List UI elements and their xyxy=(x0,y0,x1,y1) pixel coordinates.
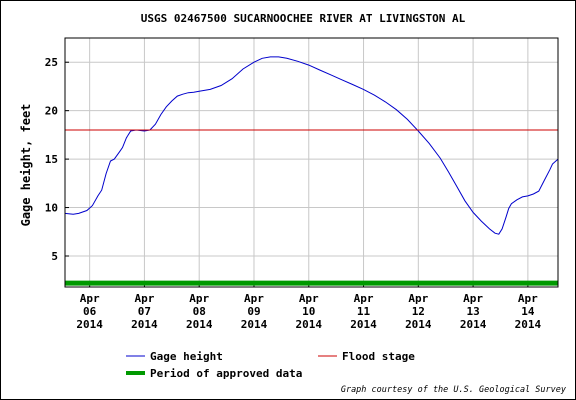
grid-lines xyxy=(65,38,558,287)
x-tick-label: 2014 xyxy=(76,318,103,331)
x-tick-label: Apr xyxy=(80,292,100,305)
x-tick-label: 14 xyxy=(521,305,535,318)
y-tick-label: 25 xyxy=(45,56,58,69)
legend-label-flood-stage: Flood stage xyxy=(342,350,415,363)
y-tick-labels: 5 10 15 20 25 xyxy=(45,56,58,263)
x-tick-label: 10 xyxy=(302,305,315,318)
x-tick-label: 13 xyxy=(466,305,479,318)
y-tick-label: 15 xyxy=(45,153,58,166)
x-tick-label: 2014 xyxy=(241,318,268,331)
x-tick-label: 06 xyxy=(83,305,97,318)
x-tick-label: Apr xyxy=(518,292,538,305)
x-tick-label: 2014 xyxy=(405,318,432,331)
x-tick-labels: Apr062014Apr072014Apr082014Apr092014Apr1… xyxy=(76,292,541,331)
legend-label-approved-data: Period of approved data xyxy=(150,367,302,380)
y-tick-label: 20 xyxy=(45,105,58,118)
chart-legend: Gage height Flood stage Period of approv… xyxy=(126,350,415,380)
x-tick-label: 2014 xyxy=(186,318,213,331)
x-tick-label: Apr xyxy=(408,292,428,305)
series-line-gage-height xyxy=(64,56,559,235)
y-tick-label: 10 xyxy=(45,202,58,215)
x-tick-label: 2014 xyxy=(296,318,323,331)
x-tick-label: 2014 xyxy=(350,318,377,331)
x-tick-label: Apr xyxy=(463,292,483,305)
x-tick-label: 12 xyxy=(412,305,425,318)
y-tick-label: 5 xyxy=(51,250,58,263)
x-tick-label: 2014 xyxy=(515,318,542,331)
x-tick-label: Apr xyxy=(134,292,154,305)
legend-label-gage-height: Gage height xyxy=(150,350,223,363)
x-tick-label: 2014 xyxy=(460,318,487,331)
x-tick-label: 08 xyxy=(193,305,206,318)
x-tick-label: 09 xyxy=(247,305,260,318)
x-tick-label: 2014 xyxy=(131,318,158,331)
x-tick-label: 11 xyxy=(357,305,371,318)
series-marks xyxy=(64,56,559,286)
x-tick-label: Apr xyxy=(354,292,374,305)
x-tick-label: Apr xyxy=(299,292,319,305)
x-tick-label: Apr xyxy=(244,292,264,305)
x-tick-label: Apr xyxy=(189,292,209,305)
x-tick-label: 07 xyxy=(138,305,151,318)
chart-title: USGS 02467500 SUCARNOOCHEE RIVER AT LIVI… xyxy=(141,12,466,25)
graph-credit: Graph courtesy of the U.S. Geological Su… xyxy=(341,385,567,395)
y-axis-label: Gage height, feet xyxy=(19,104,33,227)
plot-area-border xyxy=(64,37,559,288)
